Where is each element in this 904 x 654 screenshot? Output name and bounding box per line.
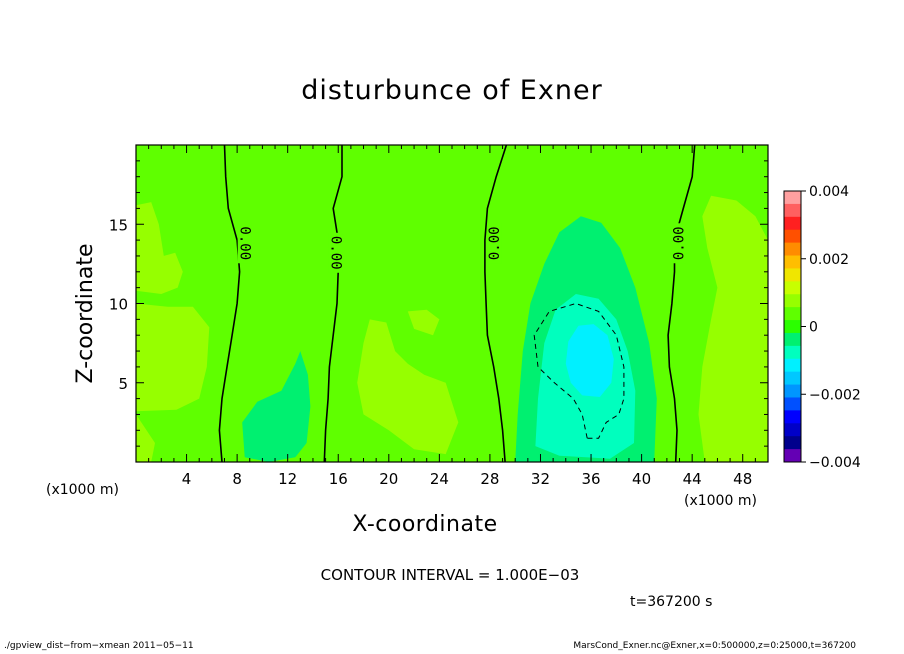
colorbar-tick-label: −0.002 xyxy=(809,387,861,403)
x-unit-label-right: (x1000 m) xyxy=(684,493,757,509)
x-tick-label: 12 xyxy=(278,470,297,488)
cool-region-minimum xyxy=(565,324,614,397)
colorbar-tick-label: 0 xyxy=(809,320,818,336)
x-tick-label: 4 xyxy=(182,470,192,488)
x-tick-label: 20 xyxy=(379,470,398,488)
colorbar-swatch xyxy=(784,229,801,244)
colorbar-swatch xyxy=(784,371,801,385)
x-tick-label: 32 xyxy=(531,470,550,488)
footer-source: MarsCond_Exner.nc@Exner,x=0:500000,z=0:2… xyxy=(573,641,856,651)
yellow-green-patch-2 xyxy=(721,313,758,386)
zero-contour-line-3 xyxy=(484,144,508,463)
y-axis-label: Z-coordinate xyxy=(73,244,98,384)
colorbar-swatch xyxy=(784,397,801,411)
contour-lines: 0.00 0.00 0.00 0.00 xyxy=(218,144,696,463)
contour-label-bg-3 xyxy=(487,223,502,264)
colorbar-swatch xyxy=(784,307,801,321)
colorbar-swatch xyxy=(784,268,801,282)
light-green-patch-3 xyxy=(136,414,155,462)
y-tick-label: 10 xyxy=(109,296,128,314)
contour-label-3: 0.00 xyxy=(487,226,503,260)
colorbar-swatch xyxy=(784,294,801,308)
zero-contour-line-4 xyxy=(667,144,696,463)
x-unit-label-left: (x1000 m) xyxy=(46,482,119,498)
colorbar-tick-label: 0.002 xyxy=(809,252,849,268)
colorbar-swatch xyxy=(784,320,801,334)
light-green-patch-5 xyxy=(407,309,440,336)
x-tick-label: 40 xyxy=(632,470,651,488)
x-tick-label: 24 xyxy=(430,470,449,488)
colorbar-swatch xyxy=(784,436,801,450)
contour-label-2: 0.00 xyxy=(328,236,344,270)
colorbar-tick-label: −0.004 xyxy=(809,455,861,471)
x-tick-label: 44 xyxy=(683,470,702,488)
colorbar-swatch xyxy=(784,216,801,231)
contour-label-1: 0.00 xyxy=(237,226,253,260)
chart-title: disturbunce of Exner xyxy=(301,75,603,106)
colorbar-swatch xyxy=(784,203,801,218)
contour-label-bg-1 xyxy=(237,223,252,264)
colorbar-swatch xyxy=(784,242,801,256)
colorbar-swatch xyxy=(784,449,801,463)
colorbar-swatch xyxy=(784,410,801,424)
x-tick-label: 36 xyxy=(581,470,600,488)
y-tick-label: 15 xyxy=(109,216,128,234)
colorbar-swatch xyxy=(784,384,801,398)
y-tick-label: 5 xyxy=(118,375,128,393)
contour-label-bg-2 xyxy=(328,232,343,273)
x-axis-label: X-coordinate xyxy=(352,512,498,537)
colorbar-swatch xyxy=(784,423,801,437)
zero-contour-line-1 xyxy=(218,144,241,463)
negative-contour-line xyxy=(533,302,625,439)
zero-contour-line-2 xyxy=(323,145,343,463)
colorbar-swatch xyxy=(784,345,801,360)
colorbar-swatch xyxy=(784,332,801,347)
light-green-patch-4 xyxy=(357,319,459,455)
yellow-green-patch-1 xyxy=(136,332,167,396)
cool-region-left xyxy=(242,351,311,462)
x-tick-label: 48 xyxy=(733,470,752,488)
contour-label-4: 0.00 xyxy=(672,226,688,260)
x-tick-label: 16 xyxy=(329,470,348,488)
filled-contour-field xyxy=(136,145,768,462)
colorbar-tick-label: 0.004 xyxy=(809,184,849,200)
time-stamp: t=367200 s xyxy=(630,594,713,610)
light-green-patch-1 xyxy=(136,202,183,294)
colorbar-swatch xyxy=(784,191,801,205)
x-tick-label: 28 xyxy=(480,470,499,488)
colorbar-swatch xyxy=(784,281,801,295)
colorbar: 0.004 0.002 0 −0.002 −0.004 xyxy=(783,184,861,471)
colorbar-swatch xyxy=(784,255,801,269)
footer-command: ./gpview_dist−from−xmean 2011−05−11 xyxy=(4,641,194,651)
colorbar-swatch xyxy=(784,358,801,373)
contour-interval-text: CONTOUR INTERVAL = 1.000E−03 xyxy=(320,566,580,584)
contour-label-bg-4 xyxy=(672,223,687,264)
x-tick-label: 8 xyxy=(232,470,242,488)
